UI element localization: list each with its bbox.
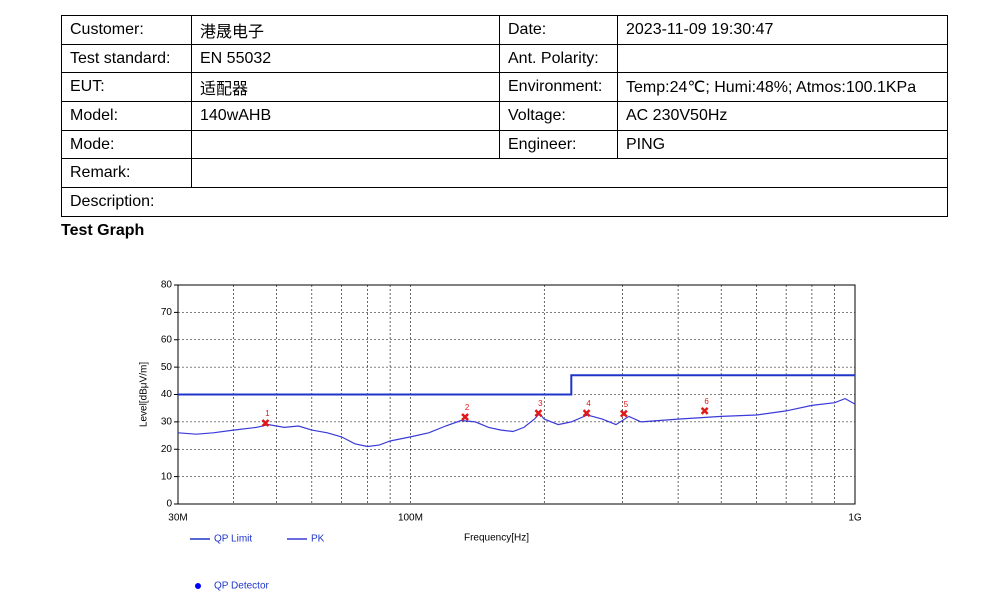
detector-marker xyxy=(619,409,628,418)
cell: Mode: xyxy=(61,129,192,160)
marker-label: 2 xyxy=(465,403,470,412)
y-axis-label: Level[dBμV/m] xyxy=(139,362,150,427)
marker-label: 4 xyxy=(586,399,591,408)
cell: EUT: xyxy=(61,72,192,103)
marker-label: 6 xyxy=(704,397,709,406)
cell xyxy=(191,129,500,160)
cell: Description: xyxy=(61,187,948,217)
cell: Test standard: xyxy=(61,43,192,74)
y-tick-label: 40 xyxy=(161,389,173,400)
marker-label: 3 xyxy=(538,399,543,408)
detector-marker xyxy=(461,413,469,421)
cell xyxy=(191,158,948,189)
marker-label: 5 xyxy=(624,400,629,409)
y-tick-label: 80 xyxy=(161,280,173,291)
y-tick-label: 30 xyxy=(161,417,173,428)
cell: EN 55032 xyxy=(191,43,500,74)
cell: Date: xyxy=(499,15,618,45)
x-tick-label: 100M xyxy=(398,513,423,524)
cell xyxy=(617,43,948,74)
legend-symbol xyxy=(195,583,201,589)
series-line xyxy=(178,374,855,396)
detector-marker xyxy=(582,409,591,417)
cell: Engineer: xyxy=(499,129,618,160)
cell: 适配器 xyxy=(191,72,500,103)
cell: Temp:24℃; Humi:48%; Atmos:100.1KPa xyxy=(617,72,948,103)
cell: Voltage: xyxy=(499,101,618,131)
cell: Ant. Polarity: xyxy=(499,43,618,74)
y-tick-label: 60 xyxy=(161,334,173,345)
cell: Model: xyxy=(61,101,192,131)
x-axis-label: Frequency[Hz] xyxy=(464,533,529,544)
x-tick-label: 1G xyxy=(848,513,862,524)
legend-label: QP Detector xyxy=(214,581,270,592)
y-tick-label: 0 xyxy=(166,499,172,510)
series-line xyxy=(177,397,856,448)
detector-marker xyxy=(534,409,543,417)
cell: Customer: xyxy=(61,15,192,45)
detector-marker xyxy=(261,419,270,427)
detector-marker xyxy=(700,407,709,415)
y-tick-label: 50 xyxy=(161,362,173,373)
legend-label: QP Limit xyxy=(214,534,252,545)
cell: PING xyxy=(617,129,948,160)
y-tick-label: 70 xyxy=(161,307,173,318)
cell: Remark: xyxy=(61,158,192,189)
cell: 140wAHB xyxy=(191,101,500,131)
y-tick-label: 10 xyxy=(161,471,173,482)
section-title: Test Graph xyxy=(61,222,145,239)
cell: 2023-11-09 19:30:47 xyxy=(617,15,948,45)
x-tick-label: 30M xyxy=(168,513,187,524)
cell: AC 230V50Hz xyxy=(617,101,948,131)
marker-label: 1 xyxy=(265,409,270,418)
cell: Environment: xyxy=(499,72,618,103)
legend-label: PK xyxy=(311,534,325,545)
y-tick-label: 20 xyxy=(161,444,173,455)
info-table: Customer: 港晟电子 Date: 2023-11-09 19:30:47 Te… xyxy=(61,15,948,217)
cell: 港晟电子 xyxy=(191,15,500,45)
